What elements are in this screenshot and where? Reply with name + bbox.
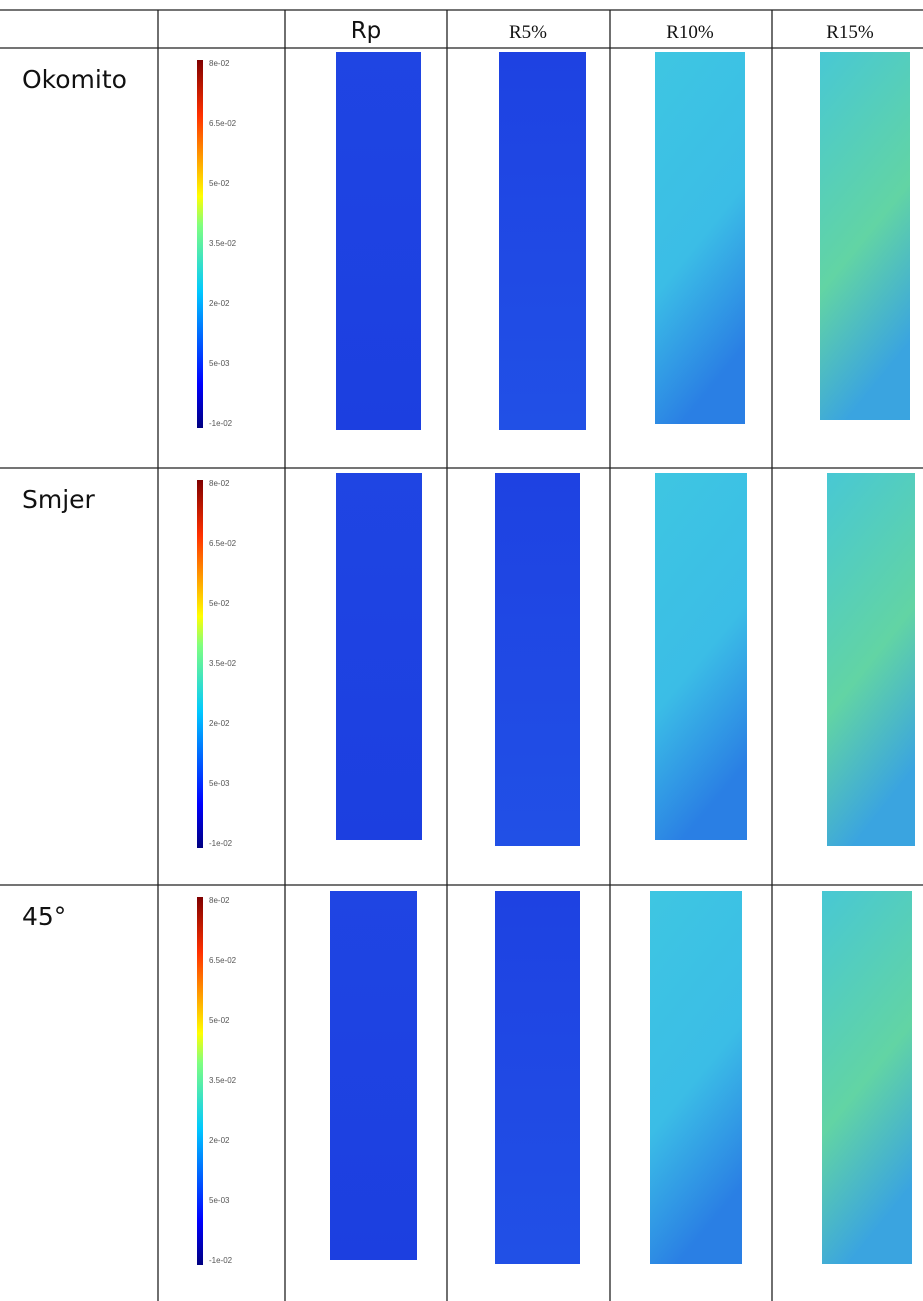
strain-map [336, 52, 421, 430]
colorbar-label: -1e-02 [209, 1256, 233, 1265]
colorbar-label: 3.5e-02 [209, 1076, 237, 1085]
colorbar-label: 2e-02 [209, 299, 230, 308]
colorbar-label: 5e-03 [209, 779, 230, 788]
strain-map [820, 52, 910, 420]
table-lines [0, 9, 923, 1301]
colorbar-label: 8e-02 [209, 59, 230, 68]
colorbar-label: 2e-02 [209, 1136, 230, 1145]
colorbar-label: -1e-02 [209, 419, 233, 428]
colorbar [197, 60, 203, 428]
colorbar-label: 3.5e-02 [209, 659, 237, 668]
strain-map [495, 891, 580, 1264]
strain-map [495, 473, 580, 846]
colorbar-label: 6.5e-02 [209, 539, 237, 548]
strain-map [336, 473, 422, 840]
colorbar-label: 3.5e-02 [209, 239, 237, 248]
strain-map [655, 473, 747, 840]
column-header: R5% [509, 22, 547, 43]
column-header: R15% [826, 22, 874, 43]
colorbar-label: 5e-02 [209, 599, 230, 608]
strain-map [655, 52, 745, 424]
column-header: R10% [666, 22, 714, 43]
colorbar-label: 2e-02 [209, 719, 230, 728]
colorbar-label: 8e-02 [209, 896, 230, 905]
row-label: Okomito [22, 65, 127, 94]
colorbar-label: 6.5e-02 [209, 119, 237, 128]
strain-map [650, 891, 742, 1264]
column-header: Rp [351, 18, 382, 44]
colorbar-label: 5e-02 [209, 1016, 230, 1025]
colorbar-label: 5e-03 [209, 1196, 230, 1205]
strain-map [827, 473, 915, 846]
colorbar-label: -1e-02 [209, 839, 233, 848]
colorbar [197, 480, 203, 848]
strain-map [330, 891, 417, 1260]
strain-map [499, 52, 586, 430]
strain-map [822, 891, 912, 1264]
colorbar-label: 5e-02 [209, 179, 230, 188]
colorbar-label: 6.5e-02 [209, 956, 237, 965]
colorbar-label: 8e-02 [209, 479, 230, 488]
colorbar [197, 897, 203, 1265]
row-label: 45° [22, 902, 66, 931]
colorbar-label: 5e-03 [209, 359, 230, 368]
row-label: Smjer [22, 485, 96, 514]
